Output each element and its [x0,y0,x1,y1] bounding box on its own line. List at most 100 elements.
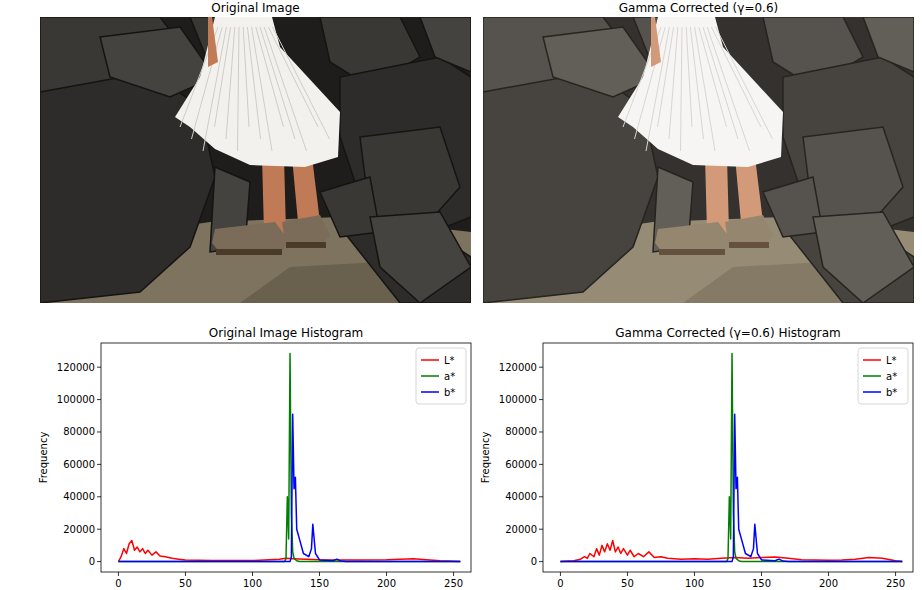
x-tick-label: 250 [444,578,463,589]
shoe [282,215,330,247]
pleat [243,27,249,127]
y-tick-label: 20000 [505,524,537,535]
legend-label: b* [886,387,897,398]
y-tick [97,399,101,400]
shoe [725,215,773,247]
x-tick [828,572,829,576]
legend-swatch [863,375,881,377]
pleat [268,27,318,127]
x-tick-label: 100 [685,578,704,589]
x-tick [761,572,762,576]
y-tick [97,496,101,497]
x-tick-label: 0 [115,578,121,589]
y-tick [97,431,101,432]
pleat [238,27,240,151]
rock [370,212,471,303]
shoe-sole [286,242,326,248]
y-tick [97,561,101,562]
series-group [560,353,902,561]
x-tick-label: 150 [752,578,771,589]
legend-box [858,348,908,404]
legend-swatch [421,375,439,377]
plot-area [101,343,471,572]
y-tick-label: 60000 [63,459,95,470]
series-line [118,541,460,562]
legend-label: L* [444,355,455,366]
skirt [175,17,340,167]
x-tick [694,572,695,576]
y-tick [539,496,543,497]
rock [320,177,380,237]
legend-label: b* [444,387,455,398]
legend-swatch [421,391,439,393]
chart: 0501001502002500200004000060000800001000… [480,326,913,589]
y-tick-label: 0 [531,556,537,567]
series-line [560,353,902,561]
title: Gamma Corrected (γ=0.6) Histogram [615,326,840,340]
y-tick-label: 20000 [63,524,95,535]
pleat [273,27,330,139]
photo [483,17,914,303]
x-tick [895,572,896,576]
shoe-sole [659,249,725,255]
legend-box [416,348,466,404]
y-tick-label: 60000 [505,459,537,470]
pleat [686,27,692,127]
pleat [264,27,306,151]
photo [40,17,471,303]
y-tick-label: 120000 [499,362,537,373]
legend-swatch [421,359,439,361]
y-tick [97,529,101,530]
pleat [226,27,235,139]
pleat [669,27,678,139]
x-tick [386,572,387,576]
y-tick [539,464,543,465]
title: Original Image Histogram [209,326,363,340]
x-tick-label: 50 [621,578,634,589]
skirt [618,17,783,167]
plot-frame [101,343,471,572]
x-tick-label: 50 [179,578,192,589]
shoe [655,222,733,253]
series-line [560,414,902,561]
page: Original ImageGamma Corrected (γ=0.6)050… [0,0,922,590]
hand [651,17,661,67]
pleat [707,27,749,151]
y-tick-label: 0 [89,556,95,567]
y-tick-label: 100000 [499,394,537,405]
photo-background [483,17,914,303]
legend-label: a* [444,371,455,382]
plot-area [543,343,913,572]
pleat [703,27,738,139]
x-tick [627,572,628,576]
y-tick [539,367,543,368]
pleat [260,27,295,139]
x-tick-label: 200 [819,578,838,589]
rock [763,177,823,237]
y-axis-label: Frequency [480,432,491,484]
shoe-sole [729,242,769,248]
y-tick [539,431,543,432]
series-line [118,414,460,561]
legend: L*a*b* [858,348,908,404]
x-tick [560,572,561,576]
pleat [716,27,773,139]
pleat [192,27,223,139]
legend-label: a* [886,371,897,382]
photo-background [40,17,471,303]
x-tick [453,572,454,576]
chart: 0501001502002500200004000060000800001000… [38,326,471,589]
y-tick [97,464,101,465]
rock [420,17,471,72]
y-tick-label: 80000 [505,426,537,437]
plot-frame [543,343,913,572]
x-tick [319,572,320,576]
rock [813,212,914,303]
title: Original Image [211,1,299,15]
y-tick-label: 40000 [505,491,537,502]
x-tick-label: 0 [557,578,563,589]
series-line [560,541,902,562]
x-tick [118,572,119,576]
x-tick-label: 200 [377,578,396,589]
x-tick [185,572,186,576]
